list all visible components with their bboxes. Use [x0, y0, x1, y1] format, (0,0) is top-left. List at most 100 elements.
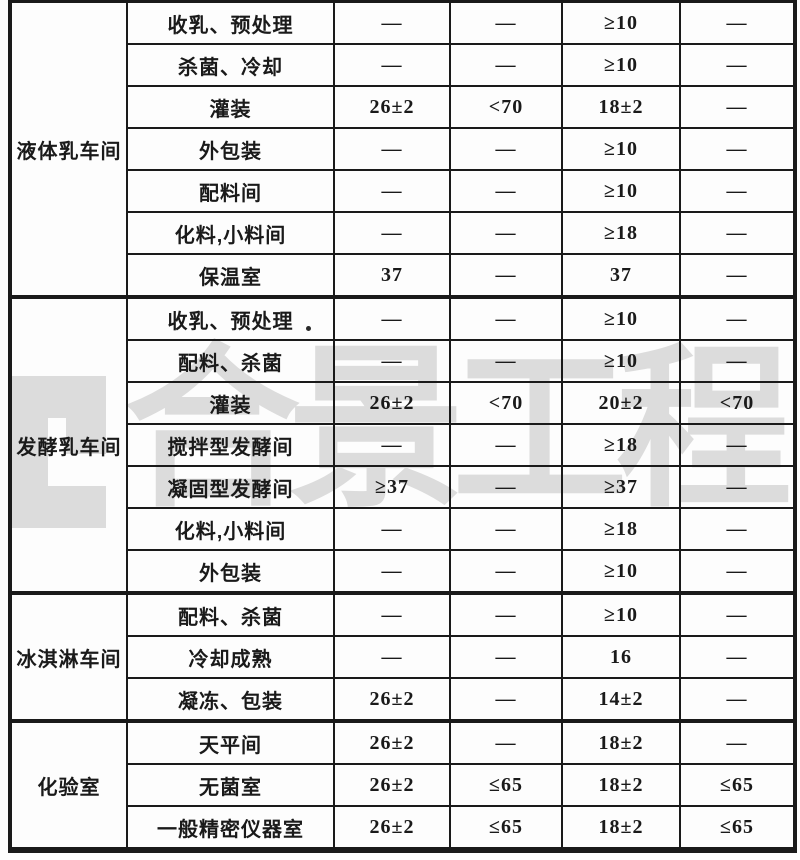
workshop-group-cell: 化验室 — [9, 719, 128, 851]
value-cell: ≥10 — [561, 43, 681, 87]
value-cell: — — [679, 169, 796, 213]
table-body: 液体乳车间 收乳、预处理 — — ≥10— 杀菌、冷却 — — ≥10— 灌装 26±2 <70 18±… — [9, 0, 796, 851]
scan-dot-artifact — [306, 326, 311, 331]
value-cell: — — [449, 211, 563, 255]
value-cell: — — [333, 169, 451, 213]
value-cell: — — [333, 635, 451, 679]
value-cell: 14±2 — [561, 677, 681, 722]
value-cell: — — [333, 43, 451, 87]
room-name-cell: 一般精密仪器室 — [126, 805, 335, 851]
room-name-cell: 化料,小料间 — [126, 507, 335, 551]
value-cell: — — [679, 423, 796, 467]
table-row: 一般精密仪器室 26±2 ≤65 18±2 ≤65 — [10, 805, 796, 851]
value-cell: 18±2 — [561, 805, 681, 851]
value-cell: — — [449, 253, 563, 298]
room-name-cell: 凝固型发酵间 — [126, 465, 335, 509]
value-cell: 18±2 — [561, 763, 681, 807]
value-cell: ≥10 — [561, 127, 681, 171]
value-cell: — — [333, 423, 451, 467]
value-cell: 20±2 — [561, 381, 681, 425]
value-cell: — — [679, 127, 796, 171]
requirements-table: 液体乳车间 收乳、预处理 — — ≥10— 杀菌、冷却 — — ≥10— 灌装 26±2 <70 18±… — [8, 0, 797, 853]
value-cell: ≤65 — [679, 805, 796, 851]
value-cell: — — [449, 295, 563, 341]
value-cell: ≥10 — [561, 549, 681, 594]
value-cell: — — [679, 339, 796, 383]
value-cell: ≥10 — [561, 295, 681, 341]
value-cell: ≥10 — [561, 169, 681, 213]
value-cell: — — [333, 0, 451, 45]
value-cell: — — [449, 465, 563, 509]
room-name-cell: 杀菌、冷却 — [126, 43, 335, 87]
value-cell: ≥37 — [561, 465, 681, 509]
room-name-cell: 灌装 — [126, 381, 335, 425]
room-name-cell: 保温室 — [126, 253, 335, 298]
value-cell: ≥10 — [561, 339, 681, 383]
table-row: 液体乳车间 收乳、预处理 — — ≥10— — [9, 0, 796, 298]
table-row: 冷却成熟 — —16— — [10, 635, 796, 679]
value-cell: 18±2 — [561, 719, 681, 765]
value-cell: ≥18 — [561, 211, 681, 255]
table-row: 外包装 — — ≥10— — [10, 127, 796, 171]
value-cell: 37 — [561, 253, 681, 298]
value-cell: — — [449, 169, 563, 213]
table-row: 搅拌型发酵间 — — ≥18— — [10, 423, 796, 467]
room-name-cell: 配料、杀菌 — [126, 339, 335, 383]
value-cell: 26±2 — [333, 719, 451, 765]
value-cell: — — [333, 591, 451, 637]
value-cell: — — [449, 507, 563, 551]
value-cell: 26±2 — [333, 763, 451, 807]
value-cell: 16 — [561, 635, 681, 679]
room-name-cell: 天平间 — [126, 719, 335, 765]
value-cell: 26±2 — [333, 85, 451, 129]
value-cell: — — [449, 423, 563, 467]
value-cell: ≤65 — [449, 805, 563, 851]
workshop-group-cell: 冰淇淋车间 — [9, 591, 128, 722]
table-row: 无菌室 26±2 ≤65 18±2 ≤65 — [10, 763, 796, 807]
value-cell: — — [333, 549, 451, 594]
table-row: 发酵乳车间 收乳、预处理 — — ≥10— — [9, 295, 796, 594]
value-cell: — — [679, 43, 796, 87]
value-cell: ≥10 — [561, 591, 681, 637]
table-row: 化验室 天平间 26±2—18±2— — [9, 719, 796, 851]
room-name-cell: 配料、杀菌 — [126, 591, 335, 637]
room-name-cell: 外包装 — [126, 127, 335, 171]
value-cell: — — [449, 549, 563, 594]
table-row: 外包装 — — ≥10— — [10, 549, 796, 594]
table-row: 化料,小料间 — — ≥18— — [10, 211, 796, 255]
value-cell: — — [449, 591, 563, 637]
value-cell: 18±2 — [561, 85, 681, 129]
table-row: 配料、杀菌 — — ≥10— — [10, 339, 796, 383]
value-cell: — — [679, 719, 796, 765]
value-cell: — — [333, 507, 451, 551]
value-cell: ≤65 — [449, 763, 563, 807]
table-row: 灌装 26±2 <70 20±2 <70 — [10, 381, 796, 425]
value-cell: <70 — [449, 85, 563, 129]
value-cell: <70 — [449, 381, 563, 425]
room-name-cell: 收乳、预处理 — [126, 295, 335, 341]
value-cell: ≥10 — [561, 0, 681, 45]
table-row: 灌装 26±2 <70 18±2— — [10, 85, 796, 129]
value-cell: — — [449, 719, 563, 765]
table-row: 冰淇淋车间 配料、杀菌 — — ≥10— — [9, 591, 796, 722]
value-cell: — — [679, 295, 796, 341]
value-cell: — — [679, 677, 796, 722]
value-cell: — — [679, 465, 796, 509]
value-cell: — — [679, 85, 796, 129]
value-cell: — — [449, 0, 563, 45]
value-cell: <70 — [679, 381, 796, 425]
room-name-cell: 配料间 — [126, 169, 335, 213]
room-name-cell: 灌装 — [126, 85, 335, 129]
table-row: 配料间 — — ≥10— — [10, 169, 796, 213]
value-cell: 26±2 — [333, 677, 451, 722]
room-name-cell: 无菌室 — [126, 763, 335, 807]
value-cell: 26±2 — [333, 805, 451, 851]
room-name-cell: 收乳、预处理 — [126, 0, 335, 45]
value-cell: — — [679, 253, 796, 298]
value-cell: ≥37 — [333, 465, 451, 509]
value-cell: — — [679, 211, 796, 255]
value-cell: 26±2 — [333, 381, 451, 425]
value-cell: — — [333, 339, 451, 383]
table-row: 化料,小料间 — — ≥18— — [10, 507, 796, 551]
room-name-cell: 搅拌型发酵间 — [126, 423, 335, 467]
